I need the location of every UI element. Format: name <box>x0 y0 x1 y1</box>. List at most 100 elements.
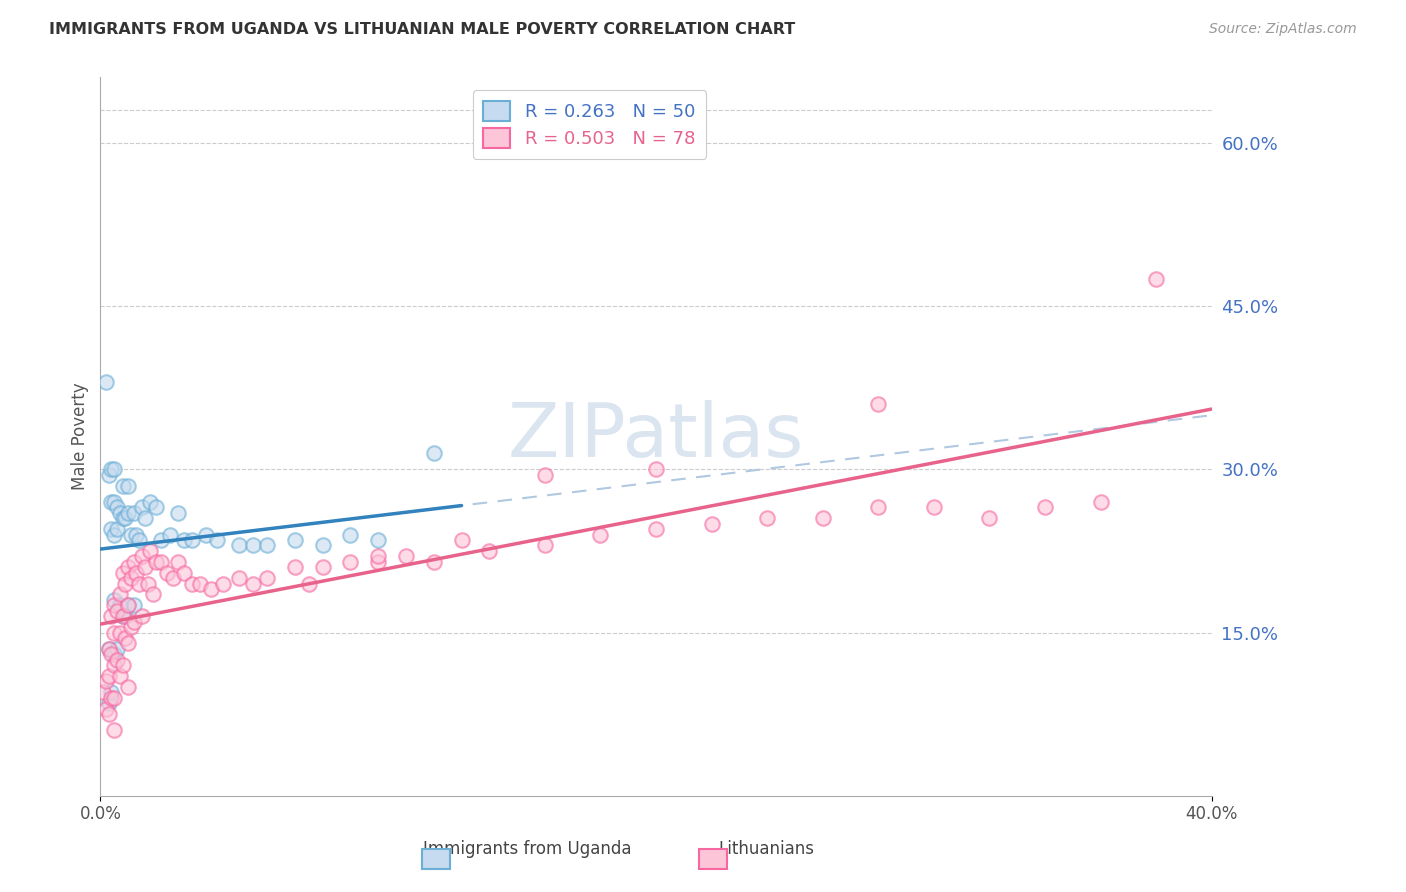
Point <box>339 527 361 541</box>
Point <box>1144 272 1167 286</box>
Point <box>194 527 217 541</box>
Point <box>103 592 125 607</box>
Point <box>103 462 125 476</box>
Point <box>478 544 501 558</box>
Point <box>117 599 139 613</box>
Point <box>94 701 117 715</box>
Point <box>105 522 128 536</box>
Point <box>111 609 134 624</box>
Point <box>103 495 125 509</box>
Point <box>190 576 212 591</box>
Point <box>103 527 125 541</box>
Point <box>111 566 134 580</box>
Point <box>103 723 125 738</box>
Point <box>162 571 184 585</box>
Point <box>125 527 148 541</box>
Point <box>450 533 472 547</box>
Point <box>136 576 159 591</box>
Point <box>139 544 162 558</box>
Point <box>200 582 222 596</box>
Point <box>100 609 122 624</box>
Point <box>117 680 139 694</box>
Point <box>422 446 444 460</box>
Point <box>700 516 723 531</box>
Point <box>108 506 131 520</box>
Point <box>311 538 333 552</box>
Point <box>105 653 128 667</box>
Point <box>122 599 145 613</box>
Point <box>108 625 131 640</box>
Point <box>150 533 173 547</box>
Point <box>756 511 779 525</box>
Point <box>534 467 557 482</box>
Point <box>1090 495 1112 509</box>
Point <box>103 599 125 613</box>
Point <box>534 538 557 552</box>
Point <box>111 609 134 624</box>
Point <box>100 522 122 536</box>
Point <box>589 527 612 541</box>
Point <box>159 527 181 541</box>
Point <box>103 658 125 673</box>
Point <box>284 560 307 574</box>
Point <box>134 511 156 525</box>
Point <box>125 566 148 580</box>
Point <box>108 587 131 601</box>
Y-axis label: Male Poverty: Male Poverty <box>72 383 89 491</box>
Point <box>367 555 389 569</box>
Point <box>100 495 122 509</box>
Point <box>117 636 139 650</box>
Point <box>122 615 145 629</box>
Point <box>117 506 139 520</box>
Point <box>181 533 204 547</box>
Point <box>131 549 153 564</box>
Point <box>100 685 122 699</box>
Point <box>156 566 179 580</box>
Point <box>979 511 1001 525</box>
Point <box>117 560 139 574</box>
Point <box>105 604 128 618</box>
Point <box>100 462 122 476</box>
Point <box>139 495 162 509</box>
Point <box>122 506 145 520</box>
Text: Lithuanians: Lithuanians <box>718 840 814 858</box>
Point <box>120 527 142 541</box>
Point <box>100 647 122 661</box>
Point <box>228 571 250 585</box>
Point <box>97 641 120 656</box>
Point <box>111 478 134 492</box>
Point <box>122 555 145 569</box>
Point <box>395 549 418 564</box>
Point <box>114 609 136 624</box>
Point <box>145 500 167 515</box>
Point <box>111 658 134 673</box>
Point <box>117 478 139 492</box>
Point <box>97 707 120 722</box>
Text: Source: ZipAtlas.com: Source: ZipAtlas.com <box>1209 22 1357 37</box>
Point <box>114 576 136 591</box>
Point <box>367 533 389 547</box>
Point <box>868 500 890 515</box>
Text: Immigrants from Uganda: Immigrants from Uganda <box>423 840 631 858</box>
Point <box>868 397 890 411</box>
Point <box>167 506 190 520</box>
Point <box>211 576 233 591</box>
Point <box>228 538 250 552</box>
Point <box>131 609 153 624</box>
Point <box>339 555 361 569</box>
Point <box>94 375 117 389</box>
Point <box>111 511 134 525</box>
Point <box>922 500 945 515</box>
Point <box>256 571 278 585</box>
Point <box>128 576 150 591</box>
Point <box>645 522 668 536</box>
Point <box>103 647 125 661</box>
Point <box>181 576 204 591</box>
Point <box>284 533 307 547</box>
Legend: R = 0.263   N = 50, R = 0.503   N = 78: R = 0.263 N = 50, R = 0.503 N = 78 <box>472 90 706 159</box>
Point <box>205 533 228 547</box>
Point <box>97 641 120 656</box>
Point <box>173 566 195 580</box>
Point <box>94 674 117 689</box>
Point <box>117 599 139 613</box>
